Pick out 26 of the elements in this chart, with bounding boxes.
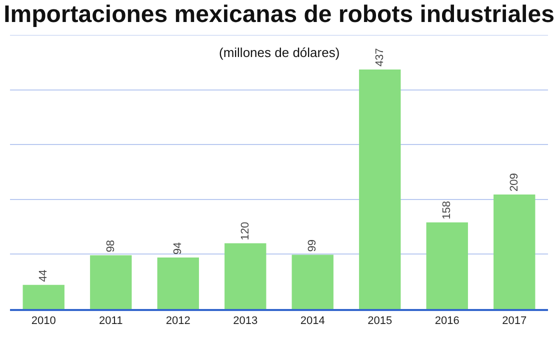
bar	[90, 255, 132, 309]
x-tick-label: 2015	[368, 315, 392, 328]
data-label: 98	[104, 240, 117, 252]
x-tick-label: 2011	[99, 315, 123, 328]
bar	[426, 222, 468, 309]
x-tick-label: 2017	[502, 315, 527, 328]
bar	[359, 70, 401, 309]
data-label: 99	[306, 240, 319, 252]
chart-title: Importaciones mexicanas de robots industriales	[4, 0, 554, 28]
data-label: 44	[38, 270, 50, 282]
x-tick-label: 2010	[31, 315, 56, 328]
x-tick-label: 2014	[300, 315, 325, 328]
bar	[292, 254, 334, 309]
bar	[22, 284, 64, 309]
x-tick-label: 2013	[233, 315, 258, 328]
bar	[157, 257, 199, 309]
x-tick-label: 2012	[166, 315, 190, 328]
data-label: 94	[172, 242, 184, 254]
bar	[494, 194, 536, 309]
data-label: 209	[508, 173, 520, 192]
data-label: 120	[239, 222, 252, 240]
text: (millones de dólares)	[219, 45, 340, 60]
data-label: 158	[441, 201, 454, 220]
data-label: 437	[374, 48, 386, 67]
bar	[224, 243, 266, 309]
x-tick-label: 2016	[434, 315, 460, 328]
